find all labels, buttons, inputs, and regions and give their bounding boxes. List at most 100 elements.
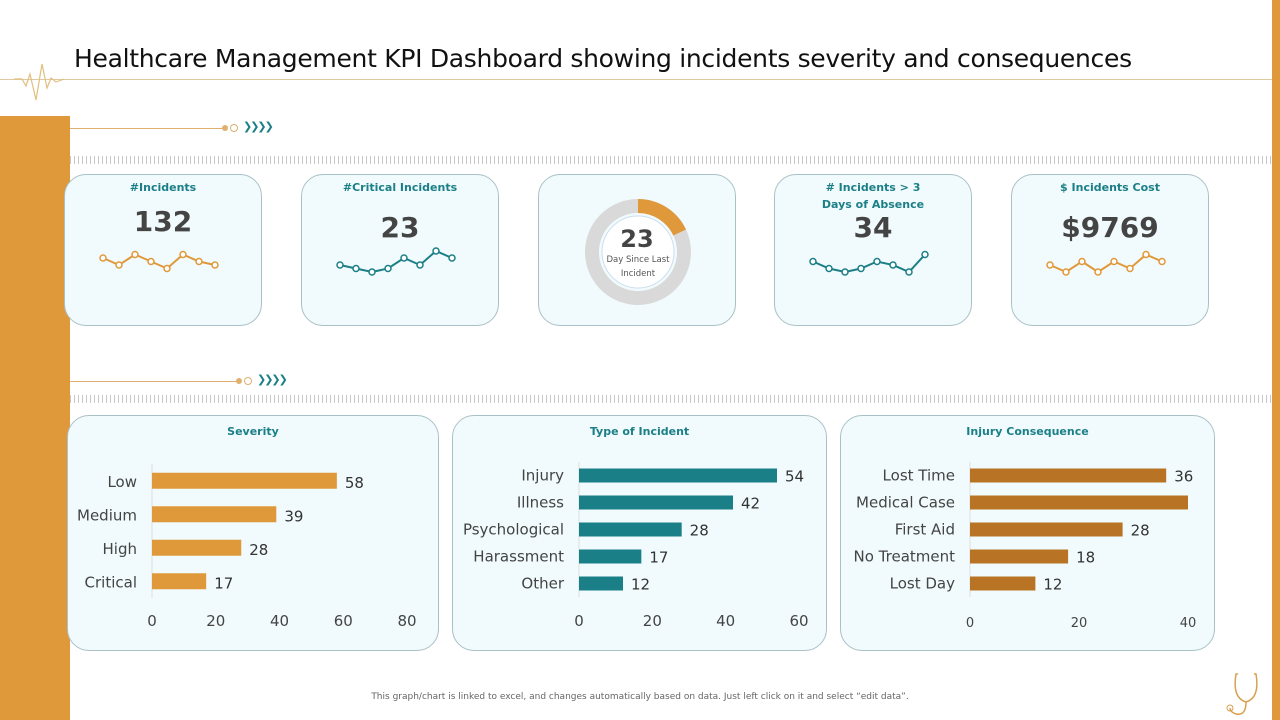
bar bbox=[579, 549, 642, 564]
sparkline-point bbox=[809, 257, 817, 266]
x-tick-label: 40 bbox=[270, 612, 289, 630]
sparkline-point bbox=[1110, 257, 1118, 266]
sparkline bbox=[99, 250, 219, 273]
chart-card: Severity Low 58 Medium 39 High 28 Critical 17 0 20… bbox=[67, 415, 439, 651]
data-label: 39 bbox=[284, 507, 303, 525]
sparkline bbox=[809, 250, 929, 276]
sparkline-point bbox=[163, 264, 171, 273]
bar bbox=[970, 522, 1123, 537]
page-title: Healthcare Management KPI Dashboard show… bbox=[74, 44, 1132, 73]
x-tick-label: 20 bbox=[1071, 616, 1088, 631]
sparkline-point bbox=[211, 261, 219, 269]
x-tick-label: 60 bbox=[334, 612, 353, 630]
bar bbox=[579, 576, 623, 591]
category-label: No Treatment bbox=[854, 548, 956, 566]
kpi-card: $ Incidents Cost $9769 bbox=[1011, 174, 1209, 326]
bar bbox=[152, 472, 337, 489]
sparkline-point bbox=[1142, 250, 1150, 259]
x-tick-label: 40 bbox=[716, 612, 735, 630]
data-label: 54 bbox=[785, 468, 804, 486]
chart-card: Type of Incident Injury 54 Illness 42 Psychol… bbox=[452, 415, 827, 651]
chart-title: Injury Consequence bbox=[966, 425, 1089, 438]
bar bbox=[970, 576, 1036, 591]
sparkline-point bbox=[448, 254, 456, 262]
sparkline-point bbox=[400, 254, 408, 262]
stethoscope-icon bbox=[1226, 673, 1258, 715]
x-tick-label: 0 bbox=[147, 612, 157, 630]
data-label: 28 bbox=[690, 522, 709, 540]
sparkline-point bbox=[384, 264, 392, 273]
tick-divider bbox=[70, 156, 1272, 164]
data-label: 42 bbox=[741, 495, 760, 513]
data-label: 28 bbox=[1131, 522, 1150, 540]
chevrons-icon: ❯❯❯❯ bbox=[257, 373, 288, 386]
section-ring bbox=[230, 124, 238, 132]
sparkline-point bbox=[1094, 268, 1102, 276]
bar bbox=[152, 539, 242, 556]
sparkline-point bbox=[1062, 268, 1070, 276]
sparkline-point bbox=[857, 264, 865, 273]
sparkline-point bbox=[352, 264, 360, 273]
category-label: Illness bbox=[517, 494, 564, 512]
sparkline-point bbox=[825, 264, 833, 273]
bar bbox=[579, 468, 777, 483]
sparkline-point bbox=[131, 250, 139, 259]
kpi-label: # Incidents > 3 Days of Absence bbox=[821, 181, 925, 211]
chart-card: Injury Consequence Lost Time 36 Medical Cas… bbox=[840, 415, 1215, 651]
kpi-value: 23 bbox=[620, 225, 654, 253]
bar-chart: Injury 54 Illness 42 Psychological 28 Harassme… bbox=[463, 462, 809, 630]
sparkline-point bbox=[416, 261, 424, 269]
kpi-label: Day Since Last Incident bbox=[606, 255, 670, 279]
sparkline-point bbox=[1126, 264, 1134, 273]
bar-chart: Lost Time 36 Medical Case First Aid 28 No Tre… bbox=[854, 462, 1196, 631]
sparkline-point bbox=[1158, 257, 1166, 266]
data-label: 36 bbox=[1174, 468, 1193, 486]
sparkline-point bbox=[889, 261, 897, 269]
sparkline-point bbox=[1078, 257, 1086, 266]
days-since-donut bbox=[585, 199, 691, 305]
sparkline-point bbox=[336, 261, 344, 269]
category-label: Lost Day bbox=[890, 575, 955, 593]
chart-title: Type of Incident bbox=[589, 425, 690, 438]
category-label: First Aid bbox=[895, 521, 955, 539]
sparkline-point bbox=[115, 261, 123, 269]
sparkline-point bbox=[195, 257, 203, 266]
section-line bbox=[70, 381, 238, 382]
kpi-label: #Critical Incidents bbox=[342, 181, 458, 194]
data-label: 12 bbox=[1043, 576, 1062, 594]
x-tick-label: 0 bbox=[574, 612, 584, 630]
right-accent-bar bbox=[1272, 0, 1280, 720]
x-tick-label: 80 bbox=[397, 612, 416, 630]
category-label: Lost Time bbox=[883, 467, 955, 485]
section-line bbox=[70, 128, 224, 129]
bar bbox=[970, 495, 1188, 510]
category-label: Injury bbox=[521, 467, 564, 485]
sparkline-point bbox=[179, 250, 187, 259]
sparkline bbox=[336, 247, 456, 276]
data-label: 17 bbox=[649, 549, 668, 567]
donut-fill bbox=[585, 199, 691, 305]
bar bbox=[579, 522, 682, 537]
sparkline-point bbox=[841, 268, 849, 276]
sparkline-point bbox=[1046, 261, 1054, 269]
kpi-label: #Incidents bbox=[129, 181, 197, 194]
data-label: 18 bbox=[1076, 549, 1095, 567]
kpi-value: 132 bbox=[133, 205, 193, 238]
x-tick-label: 20 bbox=[643, 612, 662, 630]
category-label: Medical Case bbox=[856, 494, 955, 512]
sparkline-point bbox=[147, 257, 155, 266]
bar bbox=[970, 549, 1069, 564]
bar bbox=[152, 506, 277, 523]
category-label: High bbox=[103, 540, 137, 558]
category-label: Medium bbox=[77, 506, 137, 524]
data-label: 58 bbox=[345, 474, 364, 492]
section-dot bbox=[222, 125, 228, 131]
sparkline-point bbox=[99, 254, 107, 262]
category-label: Low bbox=[107, 473, 137, 491]
sparkline-point bbox=[368, 268, 376, 276]
category-label: Harassment bbox=[473, 548, 564, 566]
x-tick-label: 20 bbox=[206, 612, 225, 630]
kpi-card: #Critical Incidents 23 bbox=[301, 174, 499, 326]
data-label: 12 bbox=[631, 576, 650, 594]
x-tick-label: 60 bbox=[789, 612, 808, 630]
